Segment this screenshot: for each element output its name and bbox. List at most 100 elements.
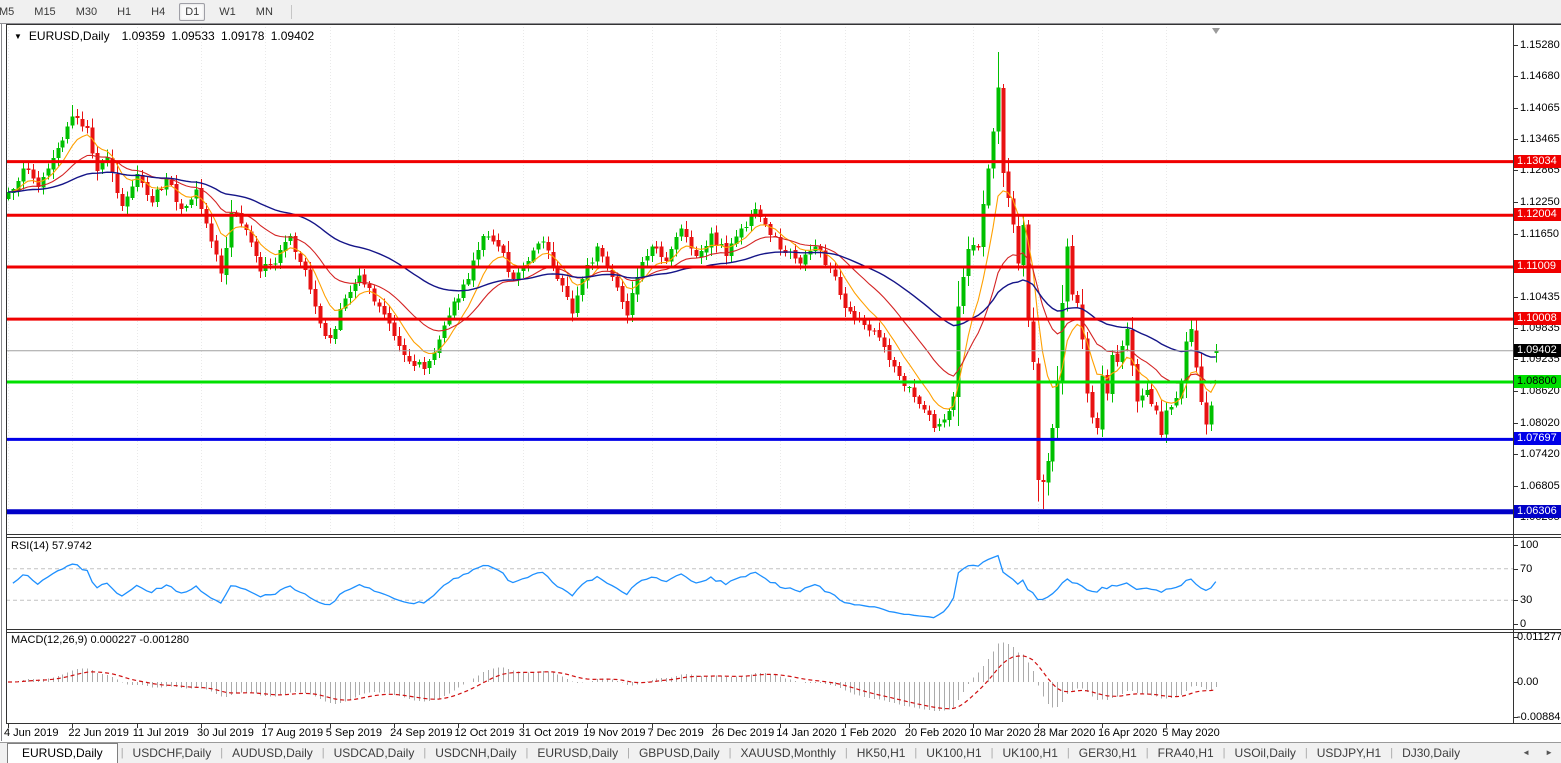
price-axis-tick: 1.06805 xyxy=(1520,479,1560,492)
tab-separator: | xyxy=(1304,747,1308,759)
chart-tab-fra40-h1[interactable]: FRA40,H1 xyxy=(1157,746,1214,760)
price-axis-tick: 1.14065 xyxy=(1520,101,1560,114)
chart-dropdown-icon[interactable]: ▼ xyxy=(14,32,22,41)
price-axis-tick: 1.08020 xyxy=(1520,416,1560,429)
date-axis-label: 17 Aug 2019 xyxy=(261,727,324,739)
timeframe-toolbar: M5 M15 M30 H1 H4 D1 W1 MN xyxy=(0,0,1561,24)
chart-ohlc-values: 1.09359 1.09533 1.09178 1.09402 xyxy=(121,29,315,43)
date-axis-label: 10 Mar 2020 xyxy=(969,727,1032,739)
timeframe-button-m15[interactable]: M15 xyxy=(34,5,56,18)
date-axis-label: 19 Nov 2019 xyxy=(583,727,646,739)
timeframe-button-m30[interactable]: M30 xyxy=(75,5,98,18)
price-line-flag: 1.08800 xyxy=(1514,374,1561,388)
rsi-axis-tick: 70 xyxy=(1520,562,1533,575)
date-axis-label: 12 Oct 2019 xyxy=(454,727,515,739)
timeframe-buttons: M5 M15 M30 H1 H4 D1 W1 MN xyxy=(0,0,287,23)
price-axis-tick: 1.08620 xyxy=(1520,385,1560,398)
date-axis-label: 20 Feb 2020 xyxy=(904,727,967,739)
rsi-axis-tick: 30 xyxy=(1520,594,1533,607)
tab-separator: | xyxy=(423,747,427,759)
price-axis-tick: 1.07420 xyxy=(1520,447,1560,460)
macd-axis-tick: -0.00884 xyxy=(1517,711,1561,724)
tab-separator: | xyxy=(1222,747,1226,759)
price-line-flag: 1.11009 xyxy=(1514,259,1561,273)
chart-tab-usdjpy-h1[interactable]: USDJPY,H1 xyxy=(1316,746,1382,760)
tab-separator: | xyxy=(844,747,848,759)
chart-tabs: EURUSD,Daily | USDCHF,Daily | AUDUSD,Daily | U… xyxy=(0,743,1469,763)
toolbar-separator xyxy=(290,4,292,19)
price-line-flag: 1.12004 xyxy=(1514,208,1561,222)
date-axis-label: 1 Feb 2020 xyxy=(840,727,897,739)
date-axis-label: 28 Mar 2020 xyxy=(1033,727,1096,739)
price-line-flag: 1.10008 xyxy=(1514,312,1561,326)
macd-axis-tick: 0.011277 xyxy=(1517,631,1561,643)
timeframe-button-w1[interactable]: W1 xyxy=(219,5,236,18)
rsi-axis-tick: 100 xyxy=(1520,539,1539,551)
rsi-axis-tick: 0 xyxy=(1520,618,1527,630)
chart-tab-usdchf-daily[interactable]: USDCHF,Daily xyxy=(132,746,212,760)
chart-tab-usdcad-daily[interactable]: USDCAD,Daily xyxy=(333,746,415,760)
chart-symbol-label: EURUSD,Daily xyxy=(28,29,110,43)
chart-tab-dj30-daily[interactable]: DJ30,Daily xyxy=(1402,746,1461,760)
chart-title: ▼ EURUSD,Daily 1.09359 1.09533 1.09178 1.0… xyxy=(14,29,314,43)
date-axis-label: 5 Sep 2019 xyxy=(325,727,383,739)
timeframe-button-d1[interactable]: D1 xyxy=(179,2,206,21)
tab-separator: | xyxy=(990,747,994,759)
chart-tab-uk100-h1[interactable]: UK100,H1 xyxy=(1002,746,1058,760)
timeframe-button-h4[interactable]: H4 xyxy=(151,5,166,18)
chart-tab-hk50-h1[interactable]: HK50,H1 xyxy=(856,746,906,760)
date-axis-label: 5 May 2020 xyxy=(1162,727,1220,739)
price-axis-tick: 1.12250 xyxy=(1520,196,1560,209)
price-line-flag: 1.13034 xyxy=(1514,154,1561,168)
tab-separator: | xyxy=(321,747,325,759)
date-axis-label: 14 Jan 2020 xyxy=(776,727,837,739)
tabs-scroll-right-icon[interactable]: ► xyxy=(1545,748,1553,757)
tab-scroll-arrows: ◄ ► xyxy=(1522,747,1553,759)
chart-tab-eurusd-daily[interactable]: EURUSD,Daily xyxy=(7,743,118,763)
macd-indicator-label: MACD(12,26,9) 0.000227 -0.001280 xyxy=(11,634,189,646)
tabs-scroll-left-icon[interactable]: ◄ xyxy=(1522,748,1531,757)
chart-tab-xauusd-monthly[interactable]: XAUUSD,Monthly xyxy=(740,746,836,760)
current-price-flag: 1.09402 xyxy=(1514,343,1561,357)
price-axis-tick: 1.15280 xyxy=(1520,38,1560,51)
chart-tab-eurusd-daily[interactable]: EURUSD,Daily xyxy=(537,746,619,760)
date-axis-label: 22 Jun 2019 xyxy=(68,727,129,739)
tab-separator: | xyxy=(1066,747,1070,759)
date-axis-label: 11 Jul 2019 xyxy=(132,727,189,739)
chart-shift-icon xyxy=(1212,28,1220,34)
price-line-flag: 1.07697 xyxy=(1514,432,1561,446)
macd-axis-tick: 0.00 xyxy=(1517,676,1539,688)
tab-separator: | xyxy=(525,747,529,759)
price-axis-tick: 1.14680 xyxy=(1520,69,1560,82)
timeframe-button-m5[interactable]: M5 xyxy=(0,5,15,18)
chart-tab-usoil-daily[interactable]: USOil,Daily xyxy=(1234,746,1296,760)
rsi-indicator-label: RSI(14) 57.9742 xyxy=(11,540,92,552)
date-axis-label: 4 Jun 2019 xyxy=(4,727,59,739)
tab-separator: | xyxy=(220,747,224,759)
price-axis-tick: 1.13465 xyxy=(1520,133,1560,146)
tab-separator: | xyxy=(914,747,918,759)
timeframe-button-mn[interactable]: MN xyxy=(255,5,273,18)
tab-separator: | xyxy=(627,747,630,759)
tab-separator: | xyxy=(1390,747,1394,759)
chart-tab-usdcnh-daily[interactable]: USDCNH,Daily xyxy=(435,746,517,760)
date-axis-label: 7 Dec 2019 xyxy=(647,727,704,739)
timeframe-button-h1[interactable]: H1 xyxy=(117,5,132,18)
chart-tab-bar: EURUSD,Daily | USDCHF,Daily | AUDUSD,Daily | U… xyxy=(0,742,1561,763)
chart-tab-audusd-daily[interactable]: AUDUSD,Daily xyxy=(232,746,313,760)
price-axis-tick: 1.11650 xyxy=(1520,227,1559,240)
tab-separator: | xyxy=(1145,747,1149,759)
tab-separator: | xyxy=(120,747,124,759)
chart-tab-uk100-h1[interactable]: UK100,H1 xyxy=(926,746,982,760)
price-line-flag: 1.06306 xyxy=(1514,504,1561,518)
price-axis-tick: 1.10435 xyxy=(1520,290,1560,303)
chart-tab-ger30-h1[interactable]: GER30,H1 xyxy=(1078,746,1137,760)
date-axis-label: 30 Jul 2019 xyxy=(197,727,254,739)
date-axis-label: 26 Dec 2019 xyxy=(711,727,775,739)
tab-separator: | xyxy=(728,747,732,759)
chart-tab-gbpusd-daily[interactable]: GBPUSD,Daily xyxy=(638,746,720,760)
date-axis-label: 31 Oct 2019 xyxy=(518,727,579,739)
date-axis-label: 24 Sep 2019 xyxy=(390,727,453,739)
date-axis-label: 16 Apr 2020 xyxy=(1097,727,1158,739)
